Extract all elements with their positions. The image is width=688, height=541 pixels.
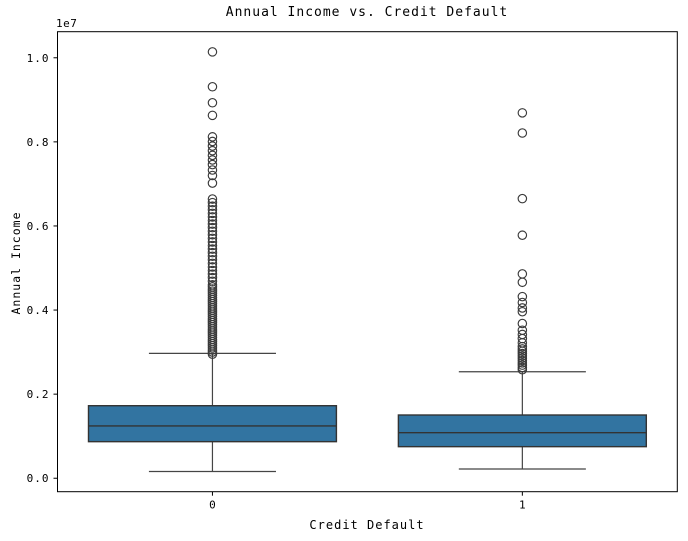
outlier-point [207, 230, 218, 240]
outlier-point [207, 215, 218, 226]
outlier-point [207, 244, 218, 254]
y-tick-label: 1.0 [27, 52, 50, 65]
outlier-point [207, 155, 218, 165]
chart-title: Annual Income vs. Credit Default [225, 5, 509, 20]
outlier-point [207, 272, 218, 283]
outlier-point [207, 240, 218, 251]
box-0 [87, 405, 338, 443]
outlier-point [207, 208, 218, 219]
y-tick-label: 0.2 [27, 388, 50, 401]
outlier-point [207, 110, 218, 121]
outlier-point [517, 364, 528, 375]
x-tick-label: 1 [519, 499, 526, 512]
outlier-point [517, 325, 528, 336]
outlier-point [517, 344, 528, 354]
outlier-point [517, 355, 528, 366]
outlier-point [207, 136, 218, 147]
outlier-point [207, 145, 218, 156]
outlier-point [207, 265, 218, 276]
outlier-point [207, 159, 218, 170]
outlier-point [207, 201, 218, 211]
outlier-point [517, 108, 528, 118]
outlier-point [207, 219, 218, 229]
outlier-point [207, 269, 218, 279]
outlier-point [207, 258, 218, 269]
outlier-point [207, 212, 218, 222]
outlier-point [207, 141, 218, 151]
outlier-point [517, 277, 528, 288]
outlier-point [517, 353, 528, 363]
outlier-point [517, 269, 528, 279]
outlier-point [207, 132, 218, 142]
outlier-point [517, 360, 528, 370]
outlier-point [207, 226, 218, 236]
y-axis-offset-label: 1e7 [56, 17, 78, 30]
outlier-point [517, 318, 528, 329]
box-1 [397, 414, 648, 448]
axes-frame [57, 31, 678, 493]
outlier-point [207, 251, 218, 262]
y-tick-label: 0.0 [27, 472, 50, 485]
outlier-point [207, 150, 218, 161]
outlier-point [207, 276, 218, 287]
outlier-point [207, 47, 218, 57]
outlier-point [517, 291, 528, 302]
outlier-point [517, 329, 528, 340]
outlier-point [207, 262, 218, 272]
outlier-point [517, 128, 528, 138]
outlier-point [207, 222, 218, 233]
outlier-point [207, 197, 218, 208]
outlier-point [207, 170, 218, 181]
outlier-point [207, 233, 218, 244]
outlier-point [207, 82, 218, 92]
outlier-point [517, 303, 528, 313]
outlier-point [517, 348, 528, 359]
outlier-point [517, 297, 528, 308]
outlier-point [207, 165, 218, 175]
x-axis-label: Credit Default [309, 518, 425, 532]
outlier-point [517, 193, 528, 204]
outlier-point [517, 358, 528, 368]
outlier-point [207, 255, 218, 265]
outlier-point [207, 237, 218, 247]
outlier-point [207, 97, 218, 108]
y-tick-label: 0.6 [27, 220, 50, 233]
y-tick-label: 0.8 [27, 136, 50, 149]
outlier-point [207, 194, 218, 204]
outlier-point [207, 204, 218, 215]
outlier-point [517, 362, 528, 373]
outlier-point [517, 351, 528, 361]
outlier-point [207, 280, 218, 290]
outlier-point [517, 230, 528, 240]
outlier-point [517, 306, 528, 317]
outlier-point [207, 178, 218, 188]
outlier-point [207, 247, 218, 258]
y-tick-label: 0.4 [27, 304, 50, 317]
x-tick-label: 0 [209, 499, 216, 512]
